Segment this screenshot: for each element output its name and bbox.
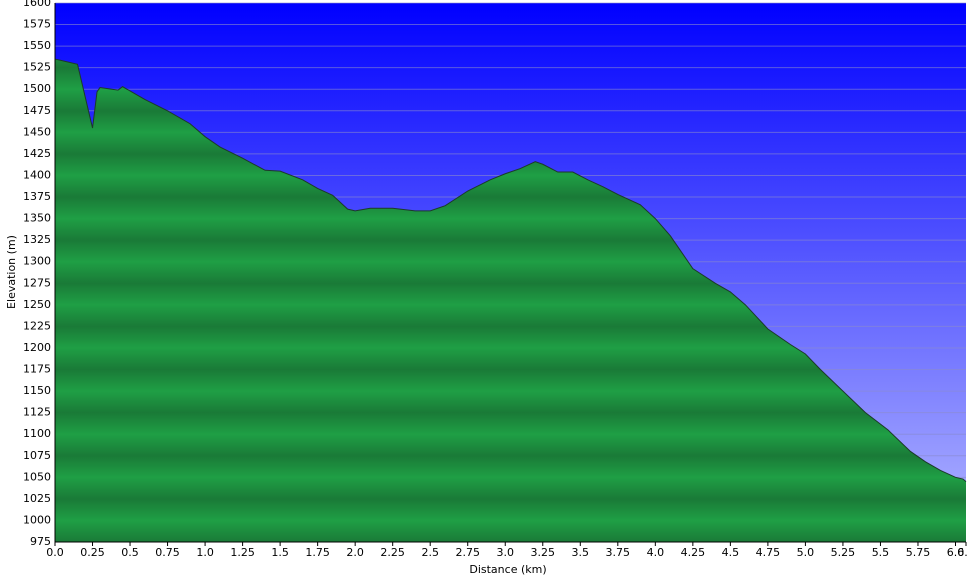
y-tick-label: 1600 bbox=[23, 0, 51, 9]
y-tick-label: 1200 bbox=[23, 341, 51, 354]
x-axis-label: Distance (km) bbox=[469, 563, 546, 576]
y-tick-label: 1425 bbox=[23, 147, 51, 160]
y-tick-label: 1175 bbox=[23, 363, 51, 376]
y-tick-label: 1525 bbox=[23, 61, 51, 74]
x-tick-label: 0.0 bbox=[46, 546, 64, 559]
x-tick-label: 1.5 bbox=[271, 546, 289, 559]
y-tick-label: 1225 bbox=[23, 319, 51, 332]
y-tick-label: 1550 bbox=[23, 39, 51, 52]
y-tick-label: 1450 bbox=[23, 125, 51, 138]
x-tick-label: 0.5 bbox=[121, 546, 139, 559]
y-tick-label: 1300 bbox=[23, 255, 51, 268]
y-tick-label: 1275 bbox=[23, 276, 51, 289]
elevation-line bbox=[54, 58, 967, 483]
elevation-area bbox=[55, 59, 966, 542]
x-tick-label: 3.25 bbox=[531, 546, 556, 559]
x-tick-label: 1.0 bbox=[196, 546, 214, 559]
x-tick-label: 4.75 bbox=[756, 546, 781, 559]
y-tick-label: 1575 bbox=[23, 18, 51, 31]
y-tick-label: 1250 bbox=[23, 298, 51, 311]
y-axis-label: Elevation (m) bbox=[5, 235, 18, 309]
y-tick-label: 1475 bbox=[23, 104, 51, 117]
y-tick-label: 1050 bbox=[23, 470, 51, 483]
x-tick-label: 0.25 bbox=[80, 546, 105, 559]
x-tick-label: 5.75 bbox=[906, 546, 931, 559]
x-tick-label: 6.0 bbox=[947, 546, 965, 559]
y-tick-label: 1025 bbox=[23, 492, 51, 505]
x-tick-label: 0.75 bbox=[155, 546, 180, 559]
x-tick-label: 4.0 bbox=[647, 546, 665, 559]
y-tick-label: 1350 bbox=[23, 212, 51, 225]
y-tick-label: 1500 bbox=[23, 82, 51, 95]
x-tick-label: 4.25 bbox=[681, 546, 706, 559]
y-tick-label: 1100 bbox=[23, 427, 51, 440]
x-tick-label: 5.25 bbox=[831, 546, 856, 559]
y-tick-label: 1400 bbox=[23, 168, 51, 181]
y-tick-label: 1000 bbox=[23, 513, 51, 526]
x-tick-label: 1.75 bbox=[305, 546, 330, 559]
y-tick-label: 1150 bbox=[23, 384, 51, 397]
y-tick-label: 1325 bbox=[23, 233, 51, 246]
y-tick-label: 975 bbox=[30, 535, 51, 548]
x-tick-label: 3.75 bbox=[606, 546, 631, 559]
x-tick-label: 2.25 bbox=[380, 546, 405, 559]
x-tick-label: 5.5 bbox=[872, 546, 890, 559]
x-tick-label: 1.25 bbox=[230, 546, 255, 559]
x-tick-label: 6.1 bbox=[957, 546, 968, 559]
x-tick-label: 3.5 bbox=[572, 546, 590, 559]
y-tick-label: 1125 bbox=[23, 406, 51, 419]
x-tick-label: 2.0 bbox=[346, 546, 364, 559]
x-tick-label: 2.75 bbox=[455, 546, 480, 559]
y-tick-label: 1375 bbox=[23, 190, 51, 203]
x-tick-label: 4.5 bbox=[722, 546, 740, 559]
x-tick-label: 2.5 bbox=[421, 546, 439, 559]
x-tick-label: 5.0 bbox=[797, 546, 815, 559]
y-tick-label: 1075 bbox=[23, 449, 51, 462]
x-tick-label: 3.0 bbox=[496, 546, 514, 559]
